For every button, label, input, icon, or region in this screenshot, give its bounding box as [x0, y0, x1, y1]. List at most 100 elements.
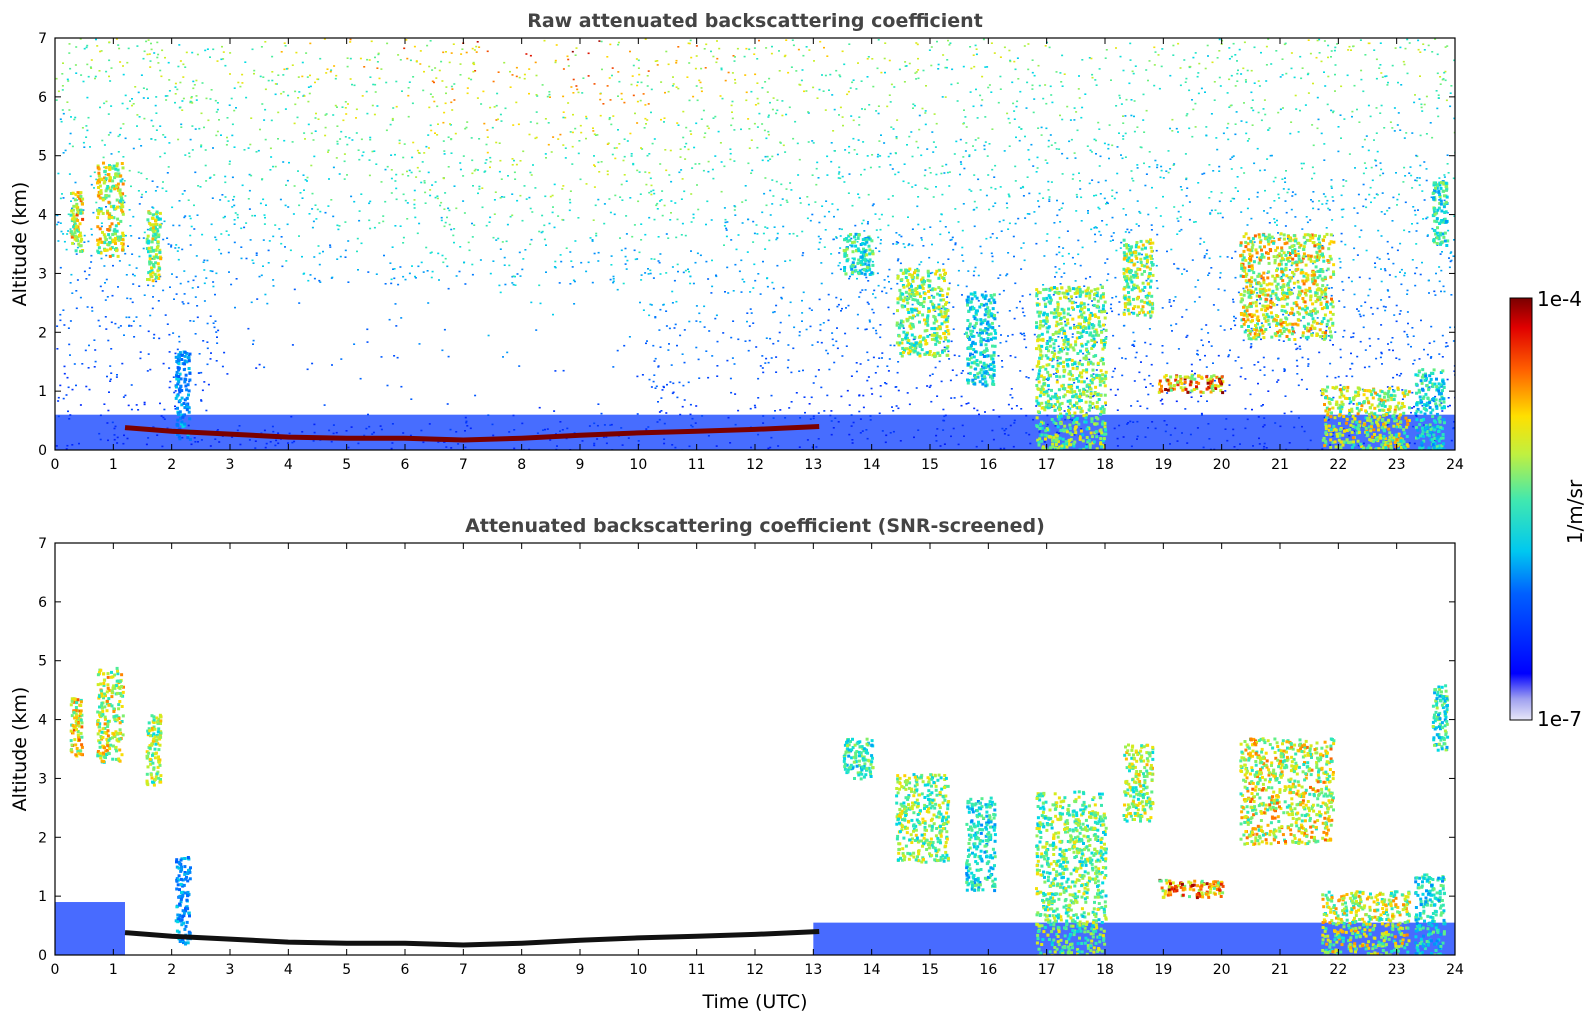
noise-pixel	[178, 335, 181, 338]
noise-pixel	[1282, 188, 1285, 190]
noise-pixel	[491, 126, 494, 129]
noise-pixel	[545, 271, 547, 273]
noise-pixel	[203, 126, 205, 129]
noise-pixel	[103, 403, 106, 405]
noise-pixel	[697, 208, 700, 211]
noise-pixel	[667, 63, 670, 66]
cloud-pixel	[107, 215, 111, 219]
noise-pixel	[727, 416, 730, 419]
noise-pixel	[1037, 64, 1040, 67]
noise-pixel	[817, 438, 820, 440]
noise-pixel	[707, 435, 710, 437]
noise-pixel	[771, 108, 774, 111]
noise-pixel	[1369, 345, 1372, 347]
noise-pixel	[403, 47, 406, 50]
noise-pixel	[1272, 180, 1275, 183]
noise-pixel	[1088, 57, 1091, 59]
noise-pixel	[123, 334, 125, 336]
noise-pixel	[66, 78, 69, 81]
noise-pixel	[602, 436, 605, 439]
noise-pixel	[512, 283, 515, 286]
noise-pixel	[538, 406, 541, 409]
noise-pixel	[146, 228, 149, 231]
noise-pixel	[109, 380, 112, 382]
noise-pixel	[1080, 220, 1083, 222]
noise-pixel	[1450, 259, 1453, 262]
noise-pixel	[467, 241, 470, 244]
noise-pixel	[676, 263, 679, 266]
cloud-pixel	[117, 172, 121, 176]
noise-pixel	[1418, 98, 1421, 100]
noise-pixel	[142, 237, 145, 239]
noise-pixel	[1403, 166, 1406, 169]
noise-pixel	[1412, 206, 1415, 208]
noise-pixel	[779, 141, 782, 144]
noise-pixel	[1122, 122, 1125, 124]
noise-pixel	[941, 165, 944, 167]
noise-pixel	[380, 181, 383, 183]
noise-pixel	[1122, 208, 1125, 210]
noise-pixel	[798, 331, 801, 333]
noise-pixel	[254, 447, 257, 449]
noise-pixel	[1137, 225, 1140, 227]
noise-pixel	[284, 204, 287, 207]
noise-pixel	[822, 90, 825, 92]
noise-pixel	[1031, 88, 1034, 90]
noise-pixel	[1122, 138, 1125, 140]
noise-pixel	[672, 76, 674, 78]
noise-pixel	[595, 232, 598, 235]
noise-pixel	[743, 55, 746, 58]
noise-pixel	[500, 120, 503, 122]
noise-pixel	[1025, 346, 1028, 349]
noise-pixel	[1120, 103, 1123, 105]
noise-pixel	[1379, 174, 1382, 177]
noise-pixel	[707, 376, 710, 379]
noise-pixel	[358, 219, 361, 222]
noise-pixel	[948, 282, 951, 285]
noise-pixel	[116, 374, 118, 376]
noise-pixel	[166, 172, 169, 174]
noise-pixel	[1090, 151, 1093, 153]
noise-pixel	[884, 42, 887, 44]
noise-pixel	[61, 73, 64, 75]
noise-pixel	[733, 209, 736, 211]
noise-pixel	[1007, 228, 1010, 230]
noise-pixel	[332, 114, 335, 116]
noise-pixel	[434, 181, 437, 183]
noise-pixel	[672, 83, 675, 85]
noise-pixel	[1005, 340, 1008, 343]
noise-pixel	[1217, 309, 1220, 311]
noise-pixel	[274, 93, 277, 96]
noise-pixel	[1212, 362, 1214, 364]
noise-pixel	[286, 223, 289, 226]
noise-pixel	[301, 255, 303, 258]
noise-pixel	[1251, 408, 1253, 411]
noise-pixel	[589, 237, 592, 239]
noise-pixel	[663, 442, 666, 445]
noise-pixel	[946, 296, 949, 298]
noise-pixel	[360, 242, 363, 245]
noise-pixel	[1245, 121, 1248, 124]
noise-pixel	[1262, 425, 1265, 428]
noise-pixel	[711, 285, 714, 288]
noise-pixel	[878, 250, 881, 253]
noise-pixel	[902, 243, 905, 245]
noise-pixel	[484, 162, 487, 164]
noise-pixel	[1334, 73, 1336, 76]
noise-pixel	[167, 61, 170, 64]
noise-pixel	[129, 225, 132, 227]
noise-pixel	[1365, 249, 1368, 252]
noise-pixel	[1383, 268, 1386, 270]
noise-pixel	[449, 124, 452, 126]
noise-pixel	[194, 296, 197, 298]
noise-pixel	[330, 440, 333, 443]
noise-pixel	[339, 255, 342, 258]
noise-pixel	[754, 279, 757, 282]
noise-pixel	[426, 44, 429, 47]
noise-pixel	[1005, 428, 1008, 430]
noise-pixel	[915, 140, 918, 143]
noise-pixel	[1023, 334, 1026, 337]
noise-pixel	[1003, 433, 1006, 435]
noise-pixel	[497, 118, 499, 121]
noise-pixel	[1310, 199, 1312, 201]
